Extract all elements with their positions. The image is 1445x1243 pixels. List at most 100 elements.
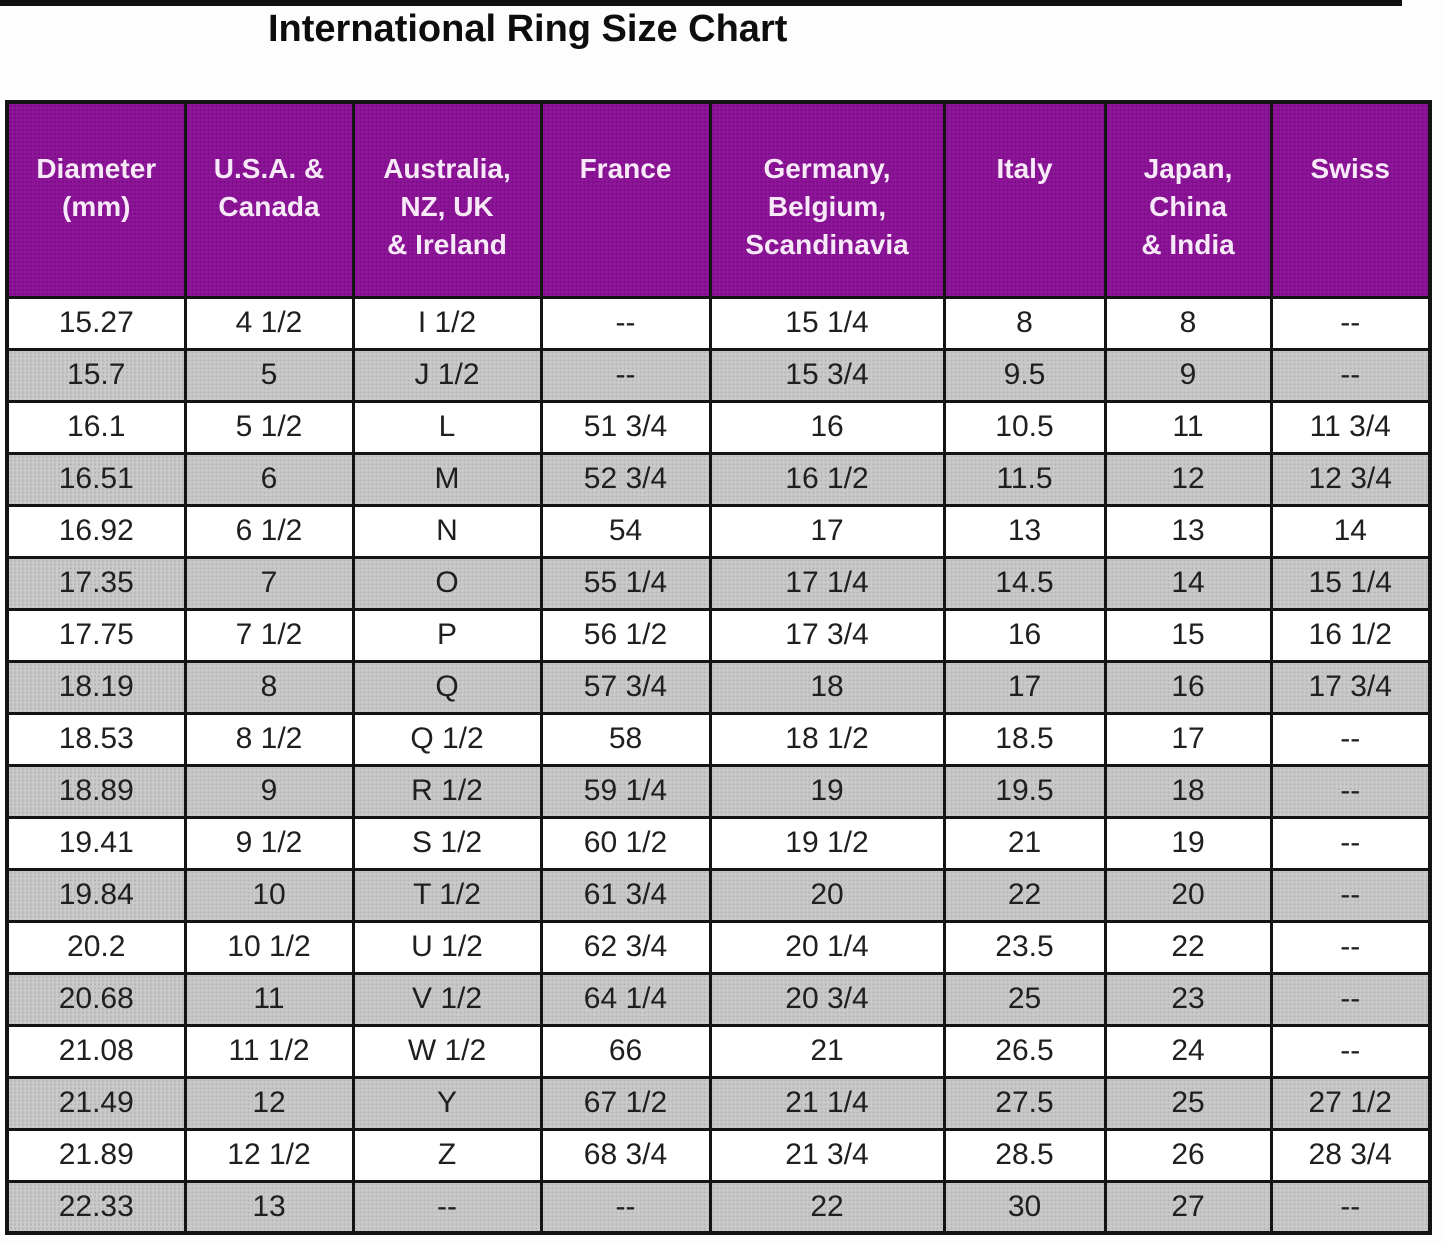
table-cell: 14 <box>1103 555 1273 611</box>
table-row: 17.35 7 O 55 1/4 17 1/4 14.5 14 15 1/4 <box>5 555 1432 611</box>
table-cell: 25 <box>1103 1075 1273 1131</box>
table-cell: 28 3/4 <box>1269 1127 1432 1183</box>
table-cell: 15.27 <box>5 295 187 351</box>
column-header-australia-nz-uk-ireland: Australia, NZ, UK & Ireland <box>351 100 543 299</box>
table-cell: 61 3/4 <box>539 867 712 923</box>
table-cell: 18.53 <box>5 711 187 767</box>
table-cell: 23 <box>1103 971 1273 1027</box>
column-header-usa-canada: U.S.A. & Canada <box>183 100 355 299</box>
table-cell: 52 3/4 <box>539 451 712 507</box>
column-header-swiss: Swiss <box>1269 100 1432 299</box>
column-header-diameter-mm: Diameter (mm) <box>5 100 187 299</box>
table-cell: -- <box>1269 971 1432 1027</box>
table-cell: 54 <box>539 503 712 559</box>
table-cell: -- <box>1269 815 1432 871</box>
table-cell: R 1/2 <box>351 763 543 819</box>
table-cell: N <box>351 503 543 559</box>
table-cell: 12 1/2 <box>183 1127 355 1183</box>
table-cell: 11.5 <box>942 451 1107 507</box>
table-cell: M <box>351 451 543 507</box>
table-cell: -- <box>1269 1179 1432 1235</box>
table-row: 21.89 12 1/2 Z 68 3/4 21 3/4 28.5 26 28 3/4 <box>5 1127 1432 1183</box>
table-cell: 11 <box>183 971 355 1027</box>
table-cell: 20.2 <box>5 919 187 975</box>
table-cell: 25 <box>942 971 1107 1027</box>
table-cell: 20 <box>708 867 946 923</box>
table-row: 16.1 5 1/2 L 51 3/4 16 10.5 11 11 3/4 <box>5 399 1432 455</box>
table-cell: 19.84 <box>5 867 187 923</box>
table-cell: 18 1/2 <box>708 711 946 767</box>
table-cell: 10 1/2 <box>183 919 355 975</box>
table-cell: 16.92 <box>5 503 187 559</box>
table-cell: 22.33 <box>5 1179 187 1235</box>
table-cell: 28.5 <box>942 1127 1107 1183</box>
table-cell: -- <box>539 295 712 351</box>
table-cell: 6 <box>183 451 355 507</box>
table-cell: Z <box>351 1127 543 1183</box>
table-cell: 57 3/4 <box>539 659 712 715</box>
table-cell: 67 1/2 <box>539 1075 712 1131</box>
table-cell: -- <box>1269 1023 1432 1079</box>
table-cell: 11 3/4 <box>1269 399 1432 455</box>
table-row: 18.89 9 R 1/2 59 1/4 19 19.5 18 -- <box>5 763 1432 819</box>
table-cell: 17.75 <box>5 607 187 663</box>
table-cell: 64 1/4 <box>539 971 712 1027</box>
table-cell: 18.19 <box>5 659 187 715</box>
table-cell: 17 3/4 <box>708 607 946 663</box>
table-cell: 12 <box>183 1075 355 1131</box>
table-cell: 7 <box>183 555 355 611</box>
table-cell: 16 1/2 <box>708 451 946 507</box>
table-cell: 5 <box>183 347 355 403</box>
table-cell: 17.35 <box>5 555 187 611</box>
ring-size-table: Diameter (mm) U.S.A. & Canada Australia,… <box>5 100 1432 1235</box>
table-cell: 8 1/2 <box>183 711 355 767</box>
table-cell: Q 1/2 <box>351 711 543 767</box>
table-cell: L <box>351 399 543 455</box>
table-cell: 9 <box>183 763 355 819</box>
table-body: 15.27 4 1/2 I 1/2 -- 15 1/4 8 8 -- 15.7 5 J 1/2 -- 1… <box>5 295 1432 1235</box>
table-cell: 12 3/4 <box>1269 451 1432 507</box>
table-row: 21.08 11 1/2 W 1/2 66 21 26.5 24 -- <box>5 1023 1432 1079</box>
table-cell: 15 3/4 <box>708 347 946 403</box>
table-cell: 23.5 <box>942 919 1107 975</box>
table-cell: T 1/2 <box>351 867 543 923</box>
table-cell: 21.08 <box>5 1023 187 1079</box>
top-rule <box>0 0 1402 6</box>
table-cell: Q <box>351 659 543 715</box>
table-cell: 20 1/4 <box>708 919 946 975</box>
column-header-japan-china-india: Japan, China & India <box>1103 100 1273 299</box>
table-row: 15.7 5 J 1/2 -- 15 3/4 9.5 9 -- <box>5 347 1432 403</box>
table-cell: 17 1/4 <box>708 555 946 611</box>
table-cell: 15.7 <box>5 347 187 403</box>
table-cell: -- <box>1269 763 1432 819</box>
page-title: International Ring Size Chart <box>268 8 788 50</box>
table-cell: 16.1 <box>5 399 187 455</box>
table-cell: 16 1/2 <box>1269 607 1432 663</box>
table-cell: 9 1/2 <box>183 815 355 871</box>
column-header-italy: Italy <box>942 100 1107 299</box>
table-row: 18.53 8 1/2 Q 1/2 58 18 1/2 18.5 17 -- <box>5 711 1432 767</box>
table-cell: V 1/2 <box>351 971 543 1027</box>
table-cell: 21 1/4 <box>708 1075 946 1131</box>
table-cell: 7 1/2 <box>183 607 355 663</box>
table-row: 17.75 7 1/2 P 56 1/2 17 3/4 16 15 16 1/2 <box>5 607 1432 663</box>
table-cell: 16.51 <box>5 451 187 507</box>
table-cell: 10.5 <box>942 399 1107 455</box>
table-row: 16.92 6 1/2 N 54 17 13 13 14 <box>5 503 1432 559</box>
table-cell: 9 <box>1103 347 1273 403</box>
table-cell: 22 <box>1103 919 1273 975</box>
table-cell: 8 <box>1103 295 1273 351</box>
table-row: 20.2 10 1/2 U 1/2 62 3/4 20 1/4 23.5 22 -- <box>5 919 1432 975</box>
table-cell: O <box>351 555 543 611</box>
table-cell: 24 <box>1103 1023 1273 1079</box>
table-cell: 26 <box>1103 1127 1273 1183</box>
table-cell: 58 <box>539 711 712 767</box>
table-cell: 17 <box>708 503 946 559</box>
table-cell: 15 1/4 <box>1269 555 1432 611</box>
table-cell: 16 <box>708 399 946 455</box>
table-cell: -- <box>1269 347 1432 403</box>
table-cell: 15 <box>1103 607 1273 663</box>
table-cell: 20.68 <box>5 971 187 1027</box>
table-cell: 27.5 <box>942 1075 1107 1131</box>
table-cell: 6 1/2 <box>183 503 355 559</box>
